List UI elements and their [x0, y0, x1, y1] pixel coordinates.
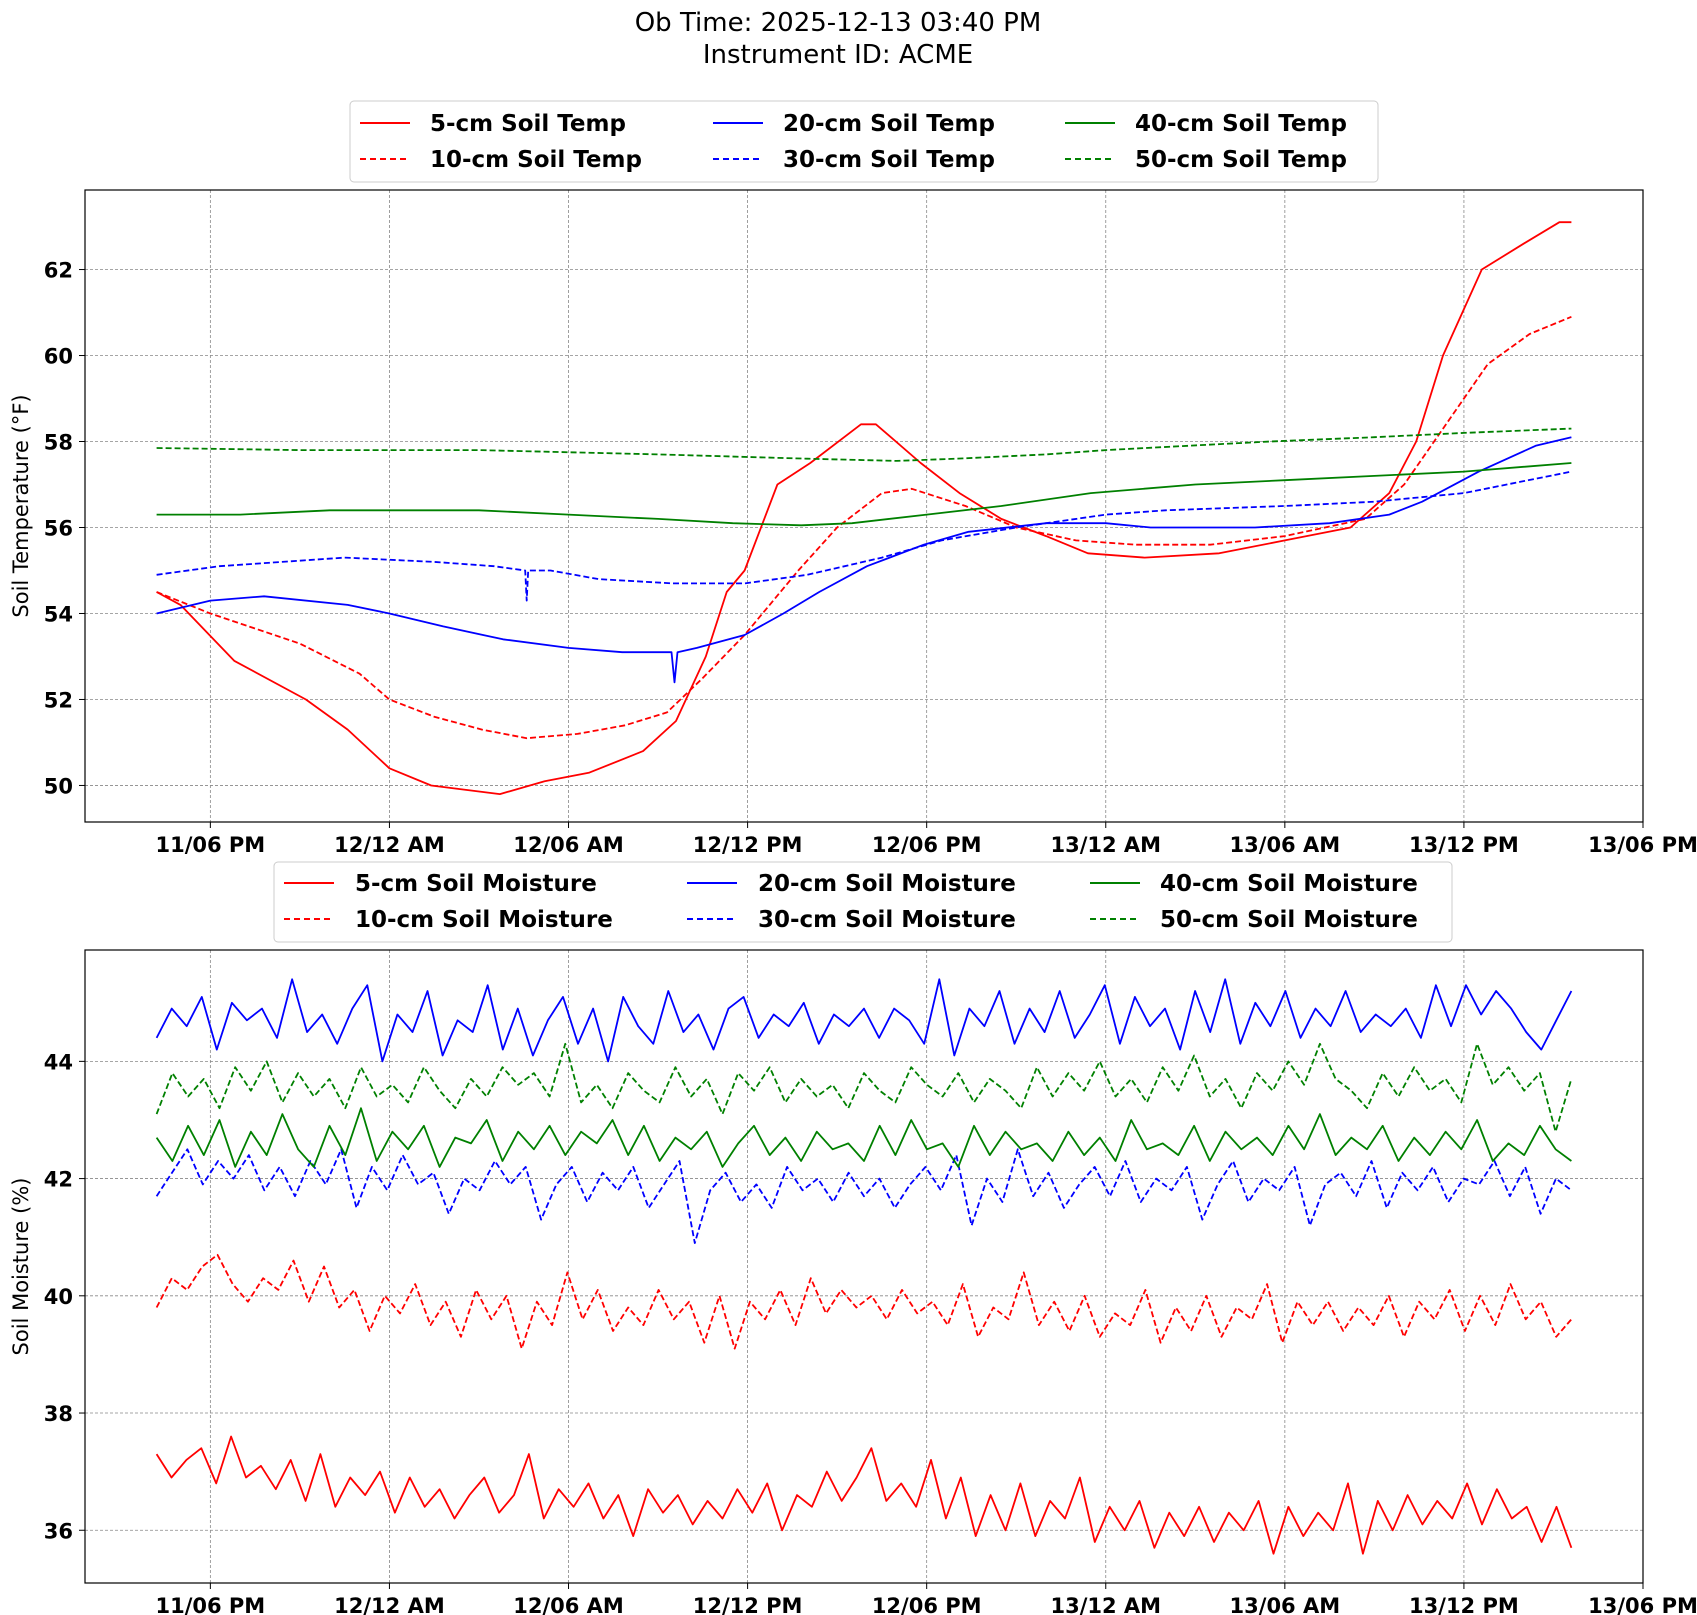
x-tick-label: 12/12 AM: [334, 1594, 445, 1615]
series-line-30-cm-soil-temp: [156, 470, 1572, 602]
legend-label: 40-cm Soil Moisture: [1160, 871, 1418, 897]
x-tick-label: 12/12 PM: [693, 833, 803, 857]
y-axis-label: Soil Moisture (%): [9, 1178, 33, 1356]
y-tick-label: 42: [44, 1168, 73, 1192]
series-line-50-cm-soil-moisture: [155, 1042, 1573, 1133]
temperature-chart: 11/06 PM 12/12 AM 12/06 AM 12/12 PM 12/06 PM…: [9, 189, 1697, 857]
figure-title-instrument: Instrument ID: ACME: [703, 40, 973, 70]
x-tick-label: 12/06 PM: [872, 833, 982, 857]
x-tick-label: 12/06 AM: [513, 1594, 624, 1615]
x-tick-label: 12/06 AM: [513, 833, 624, 857]
x-tick-label: 11/06 PM: [155, 1594, 265, 1615]
series-line-50-cm-soil-temp: [156, 427, 1572, 462]
y-tick-label: 38: [44, 1402, 73, 1426]
moisture-legend: 5-cm Soil Moisture 10-cm Soil Moisture 2…: [273, 861, 1453, 943]
legend-label: 20-cm Soil Moisture: [758, 871, 1016, 897]
x-tick-label: 13/12 PM: [1409, 1594, 1519, 1615]
y-tick-label: 56: [44, 516, 73, 540]
temperature-legend: 5-cm Soil Temp 10-cm Soil Temp 20-cm Soi…: [349, 100, 1379, 183]
legend-label: 30-cm Soil Temp: [783, 147, 995, 173]
y-axis-label: Soil Temperature (°F): [9, 394, 33, 617]
legend-frame: [349, 100, 1379, 183]
y-tick-label: 62: [44, 259, 73, 283]
series-line-20-cm-soil-temp: [156, 436, 1572, 684]
x-tick-label: 13/12 AM: [1050, 1594, 1161, 1615]
series-line-40-cm-soil-moisture: [155, 1107, 1572, 1168]
x-tick-label: 13/06 PM: [1588, 833, 1697, 857]
x-tick-label: 13/06 PM: [1588, 1594, 1697, 1615]
series-line-5-cm-soil-temp: [156, 221, 1572, 795]
x-tick-label: 12/12 AM: [334, 833, 445, 857]
series-line-5-cm-soil-moisture: [155, 1435, 1573, 1555]
series-line-20-cm-soil-moisture: [155, 978, 1573, 1063]
series-line-10-cm-soil-moisture: [155, 1253, 1573, 1350]
legend-label: 5-cm Soil Moisture: [355, 871, 597, 897]
x-tick-label: 12/12 PM: [693, 1594, 803, 1615]
y-tick-label: 36: [44, 1519, 73, 1543]
legend-label: 50-cm Soil Moisture: [1160, 907, 1418, 933]
plot-frame: [84, 949, 1644, 1584]
legend-label: 10-cm Soil Moisture: [355, 907, 613, 933]
series-line-40-cm-soil-temp: [156, 462, 1572, 527]
moisture-chart: 11/06 PM 12/12 AM 12/06 AM 12/12 PM 12/06 PM…: [9, 949, 1697, 1615]
y-tick-label: 40: [44, 1285, 73, 1309]
legend-label: 5-cm Soil Temp: [430, 111, 626, 137]
y-tick-label: 50: [44, 774, 73, 798]
y-tick-label: 52: [44, 688, 73, 712]
figure-title-ob-time: Ob Time: 2025-12-13 03:40 PM: [635, 8, 1042, 38]
x-tick-label: 13/06 AM: [1230, 1594, 1341, 1615]
y-tick-label: 54: [44, 602, 73, 626]
legend-label: 30-cm Soil Moisture: [758, 907, 1016, 933]
legend-label: 10-cm Soil Temp: [430, 147, 642, 173]
x-tick-label: 13/12 PM: [1409, 833, 1519, 857]
legend-label: 50-cm Soil Temp: [1135, 147, 1347, 173]
x-tick-label: 13/12 AM: [1050, 833, 1161, 857]
x-tick-label: 12/06 PM: [872, 1594, 982, 1615]
plot-frame: [84, 189, 1644, 823]
legend-frame: [273, 861, 1453, 943]
legend-label: 40-cm Soil Temp: [1135, 111, 1347, 137]
y-tick-label: 44: [44, 1050, 73, 1074]
y-tick-label: 60: [44, 345, 73, 369]
series-line-10-cm-soil-temp: [156, 315, 1572, 740]
x-tick-label: 11/06 PM: [155, 833, 265, 857]
legend-label: 20-cm Soil Temp: [783, 111, 995, 137]
x-tick-label: 13/06 AM: [1230, 833, 1341, 857]
y-tick-label: 58: [44, 431, 73, 455]
series-line-30-cm-soil-moisture: [155, 1148, 1572, 1244]
